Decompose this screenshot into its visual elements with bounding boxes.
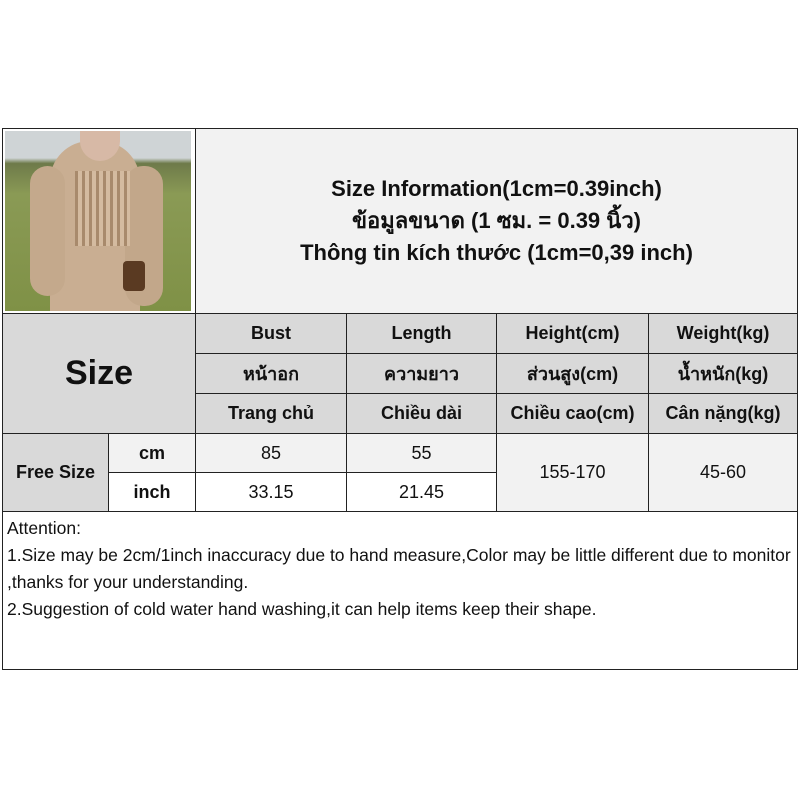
weight-range: 45-60 xyxy=(648,433,798,512)
header-bust: Bust xyxy=(195,313,347,354)
header-weight-thai: น้ำหนัก(kg) xyxy=(648,353,798,394)
unit-inch: inch xyxy=(108,472,196,512)
size-name: Free Size xyxy=(2,433,109,512)
title-vietnamese: Thông tin kích thước (1cm=0,39 inch) xyxy=(300,240,693,265)
height-range: 155-170 xyxy=(496,433,649,512)
header-weight: Weight(kg) xyxy=(648,313,798,354)
title-english: Size Information(1cm=0.39inch) xyxy=(331,176,662,201)
length-inch: 21.45 xyxy=(346,472,497,512)
product-photo xyxy=(5,131,191,311)
header-bust-vi: Trang chủ xyxy=(195,393,347,434)
header-length-vi: Chiều dài xyxy=(346,393,497,434)
header-height-thai: ส่วนสูง(cm) xyxy=(496,353,649,394)
size-info-title: Size Information(1cm=0.39inch) ข้อมูลขนา… xyxy=(195,128,798,314)
attention-note-2: 2.Suggestion of cold water hand washing,… xyxy=(7,599,597,619)
bust-inch: 33.15 xyxy=(195,472,347,512)
header-weight-vi: Cân nặng(kg) xyxy=(648,393,798,434)
size-header: Size xyxy=(2,313,196,434)
header-length-thai: ความยาว xyxy=(346,353,497,394)
attention-heading: Attention: xyxy=(7,518,81,538)
header-height: Height(cm) xyxy=(496,313,649,354)
header-length: Length xyxy=(346,313,497,354)
header-bust-thai: หน้าอก xyxy=(195,353,347,394)
unit-cm: cm xyxy=(108,433,196,473)
header-height-vi: Chiều cao(cm) xyxy=(496,393,649,434)
bust-cm: 85 xyxy=(195,433,347,473)
length-cm: 55 xyxy=(346,433,497,473)
attention-notes: Attention: 1.Size may be 2cm/1inch inacc… xyxy=(2,511,798,670)
attention-note-1: 1.Size may be 2cm/1inch inaccuracy due t… xyxy=(7,545,791,592)
title-thai: ข้อมูลขนาด (1 ซม. = 0.39 นิ้ว) xyxy=(351,208,641,233)
